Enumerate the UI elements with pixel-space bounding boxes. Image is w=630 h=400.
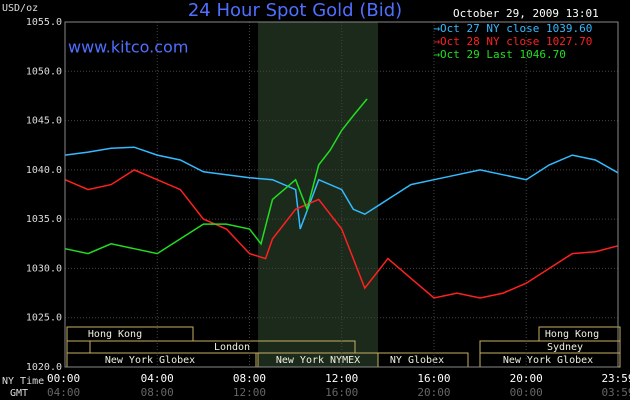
y-tick-label: 1035.0 [26, 214, 62, 225]
x-tick-label: 23:59 [601, 372, 630, 385]
session-label: London [214, 342, 250, 353]
x2-tick-label: 03:59 [601, 386, 630, 399]
y-tick-label: 1055.0 [26, 17, 62, 28]
site: www.kitco.com [68, 38, 188, 57]
y-tick-label: 1040.0 [26, 165, 62, 176]
y-tick-label: 1020.0 [26, 362, 62, 373]
x-tick-label: 16:00 [417, 372, 450, 385]
session-label: Hong Kong [545, 329, 599, 340]
plot-frame [64, 21, 619, 368]
session-label: Hong Kong [88, 329, 142, 340]
x-tick-label: 08:00 [233, 372, 266, 385]
x-tick-label: 00:00 [47, 372, 80, 385]
x2-tick-label: 16:00 [325, 386, 358, 399]
x2-tick-label: 08:00 [141, 386, 174, 399]
x2-tick-label: 20:00 [417, 386, 450, 399]
x-label: NY Time [2, 376, 44, 387]
series-line [64, 169, 619, 299]
sessions: Hong Kong London New York Globex New Yor… [66, 326, 621, 368]
session-label: Sydney [547, 342, 583, 353]
series-line [64, 98, 368, 255]
y-tick-label: 1050.0 [26, 66, 62, 77]
x2-tick-label: 00:00 [510, 386, 543, 399]
x-tick-label: 12:00 [325, 372, 358, 385]
legend-label: Oct 27 NY close 1039.60 [440, 22, 592, 35]
legend-marker: → [433, 22, 440, 35]
series-line [64, 146, 619, 230]
timestamp: October 29, 2009 13:01 [453, 7, 599, 20]
nymex-shade [258, 22, 378, 367]
x-tick-label: 20:00 [510, 372, 543, 385]
session-label: New York Globex [105, 355, 195, 366]
session-label: NY Globex [390, 355, 444, 366]
x2-tick-label: 12:00 [233, 386, 266, 399]
session-label: New York Globex [503, 355, 593, 366]
y-tick-label: 1025.0 [26, 313, 62, 324]
x-tick-label: 04:00 [141, 372, 174, 385]
legend-label: Oct 29 Last 1046.70 [440, 48, 566, 61]
legend-label: Oct 28 NY close 1027.70 [440, 35, 592, 48]
y-tick-label: 1030.0 [26, 263, 62, 274]
x2-label: GMT [10, 388, 28, 399]
chart-title: 24 Hour Spot Gold (Bid) [188, 0, 402, 21]
y-label: USD/oz [2, 3, 38, 14]
legend-marker: → [433, 35, 440, 48]
y-tick-label: 1045.0 [26, 116, 62, 127]
session-label: New York NYMEX [276, 355, 360, 366]
x2-tick-label: 04:00 [47, 386, 80, 399]
legend-marker: → [433, 48, 440, 61]
